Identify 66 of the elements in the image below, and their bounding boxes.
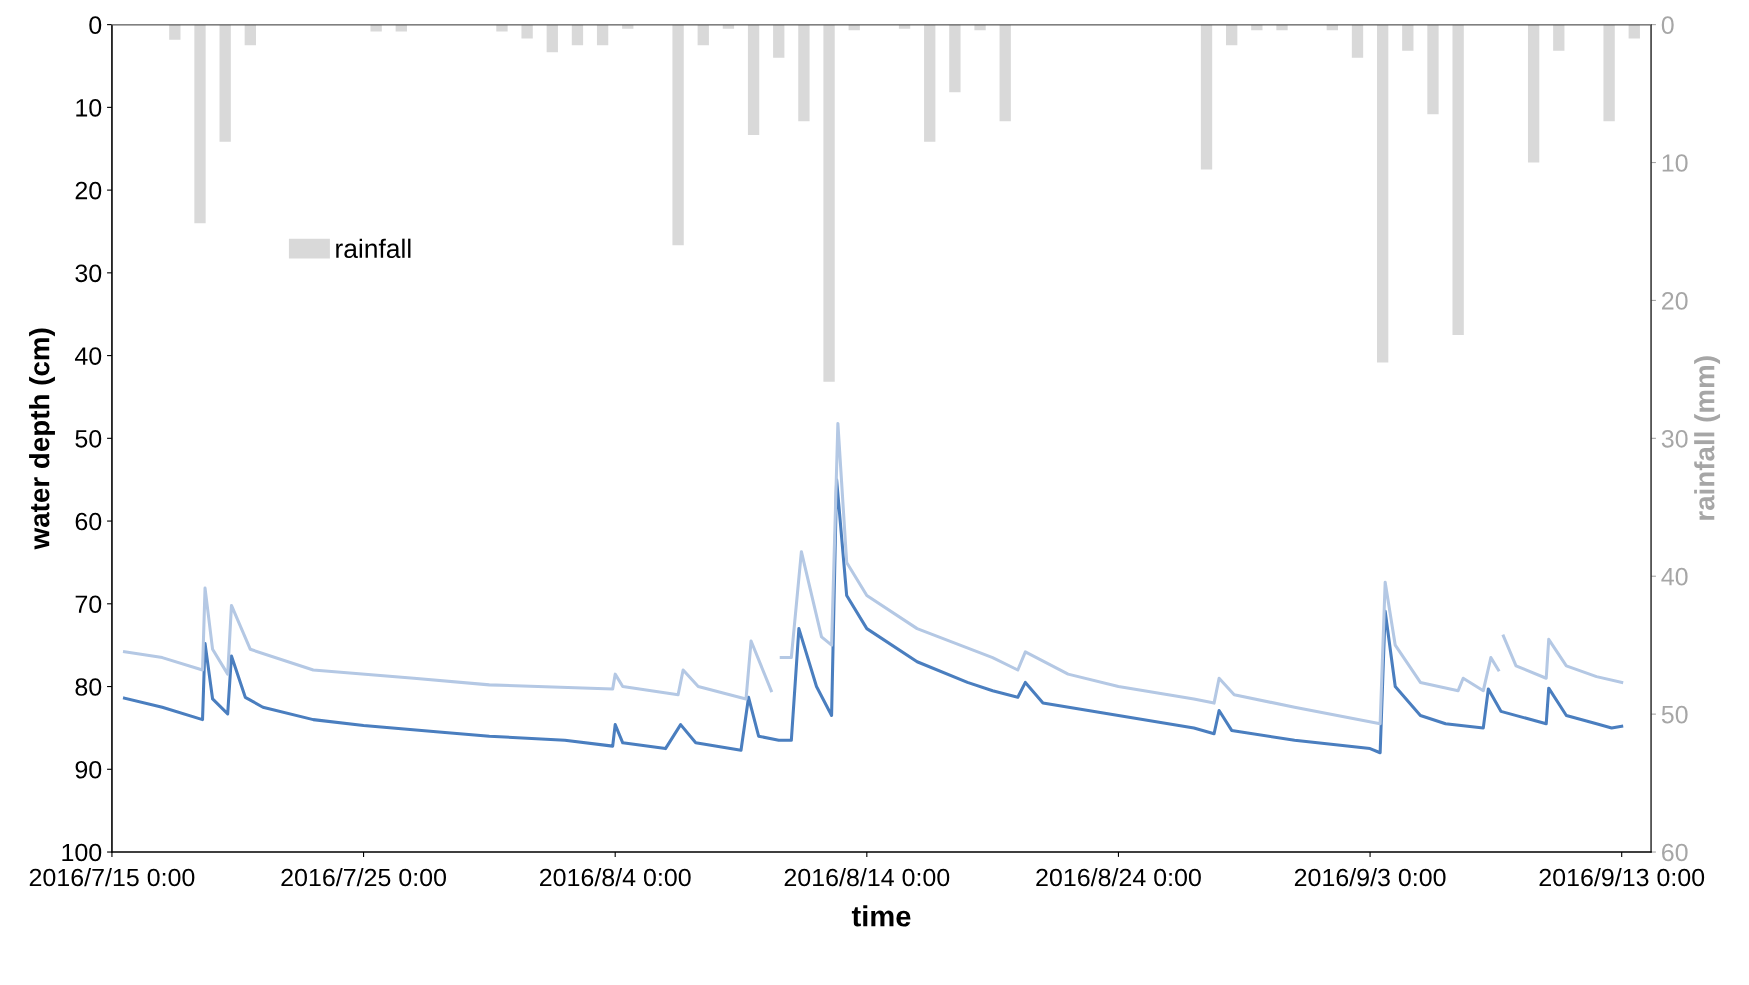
legend-label: rainfall [336, 238, 411, 259]
y2-tick-label: 40 [1661, 567, 1688, 586]
bar [747, 24, 760, 135]
bar [1200, 24, 1213, 170]
bar [1603, 24, 1615, 122]
bar [395, 24, 407, 32]
y2-tick-label: 30 [1661, 429, 1688, 448]
y-tick-label: 40 [74, 347, 102, 365]
bar [546, 24, 558, 53]
y-tick-label: 30 [75, 264, 102, 283]
bar [370, 24, 382, 32]
y-tick-label: 70 [75, 595, 102, 614]
bar [1376, 24, 1389, 363]
bar [571, 24, 584, 46]
x-tick-label: 2016/7/25 0:00 [281, 868, 446, 887]
bar [949, 24, 961, 93]
bar [596, 24, 609, 46]
bar [1527, 24, 1540, 163]
y-tick-label: 50 [75, 429, 102, 448]
x-tick-label: 2016/9/13 0:00 [1539, 868, 1705, 887]
y2-tick-label: 0 [1661, 16, 1674, 34]
bar [722, 24, 735, 29]
bar [1427, 24, 1439, 115]
y2-tick-label: 10 [1662, 154, 1688, 172]
y-tick-label: 80 [75, 678, 102, 696]
bar [496, 24, 508, 32]
y-tick-label: 20 [75, 181, 102, 200]
bar [773, 24, 785, 58]
bar [898, 24, 911, 29]
y2-tick-label: 50 [1661, 705, 1688, 724]
x-tick-label: 2016/8/24 0:00 [1036, 868, 1201, 887]
y-tick-label: 90 [75, 760, 102, 779]
bar [1553, 24, 1565, 51]
y2-tick-label: 20 [1662, 292, 1688, 310]
bar [1351, 24, 1364, 58]
bar [1251, 24, 1263, 31]
bar [1628, 24, 1640, 39]
bar [823, 24, 835, 382]
bar [194, 24, 206, 224]
y-axis-title: water depth (cm) [29, 328, 55, 550]
bar [999, 24, 1011, 122]
bar [219, 24, 231, 142]
bar [622, 24, 634, 29]
y-tick-label: 100 [62, 843, 102, 862]
y2-tick-label: 60 [1662, 843, 1688, 862]
bar [244, 24, 256, 46]
y-tick-label: 0 [89, 16, 102, 34]
x-tick-label: 2016/8/4 0:00 [540, 868, 691, 887]
y-tick-label: 60 [75, 512, 102, 531]
x-tick-label: 2016/8/14 0:00 [784, 868, 950, 887]
x-axis-title: time [851, 905, 911, 927]
y-tick-label: 10 [76, 98, 102, 117]
bar [521, 24, 533, 39]
bar [1402, 24, 1414, 51]
bar [924, 24, 936, 142]
bar [798, 24, 810, 122]
bar [1276, 24, 1288, 31]
bar [169, 24, 181, 40]
bar [1226, 24, 1238, 46]
y2-axis-title: rainfall (mm) [1694, 356, 1721, 520]
bar [672, 24, 684, 246]
bar [974, 24, 986, 31]
x-tick-label: 2016/9/3 0:00 [1294, 868, 1446, 887]
bar [697, 24, 709, 46]
bar [1452, 24, 1464, 335]
x-tick-label: 2016/7/15 0:00 [29, 868, 195, 887]
